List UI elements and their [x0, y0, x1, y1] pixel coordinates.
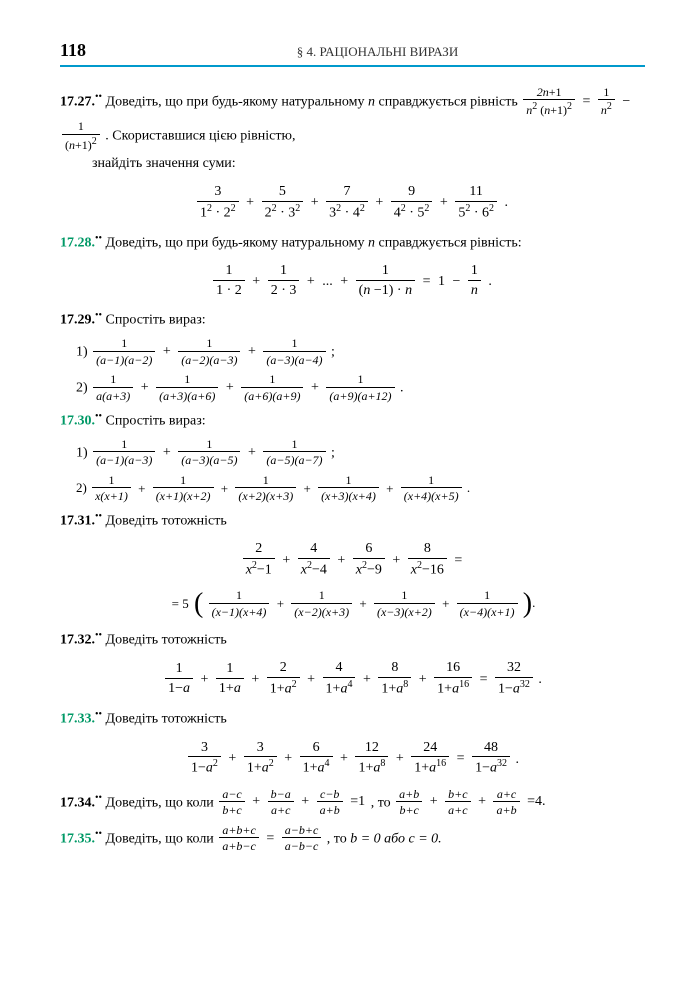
problem-17-34: 17.34.•• Доведіть, що коли a−cb+c + b−aa…: [60, 787, 645, 819]
problem-17-33: 17.33.•• Доведіть тотожність: [60, 707, 645, 731]
equation-17-28: 11 · 2 + 12 · 3 + ... + 1(n −1) · n = 1 …: [60, 263, 645, 300]
problem-17-35: 17.35.•• Доведіть, що коли a+b+ca+b−c = …: [60, 823, 645, 855]
problem-17-27: 17.27.•• Доведіть, що при будь-якому нат…: [60, 85, 645, 176]
equation-17-33: 31−a2 + 31+a2 + 61+a4 + 121+a8 + 241+a16…: [60, 740, 645, 779]
problem-17-28: 17.28.•• Доведіть, що при будь-якому нат…: [60, 231, 645, 255]
equation-17-31-lhs: 2x2−1 + 4x2−4 + 6x2−9 + 8x2−16 =: [60, 541, 645, 580]
problem-number: 17.28.: [60, 235, 95, 250]
problem-number: 17.27.: [60, 94, 95, 109]
problem-17-30: 17.30.•• Спростіть вираз:: [60, 409, 645, 433]
page-container: 118 § 4. РАЦІОНАЛЬНІ ВИРАЗИ 17.27.•• Дов…: [0, 0, 690, 899]
fraction: 2n+1 n2 (n+1)2: [523, 85, 575, 119]
section-title: § 4. РАЦІОНАЛЬНІ ВИРАЗИ: [110, 44, 645, 60]
equation-17-27-sum: 312 · 22 + 522 · 32 + 732 · 42 + 942 · 5…: [60, 184, 645, 223]
item-17-30-1: 1) 1(a−1)(a−3) + 1(a−3)(a−5) + 1(a−5)(a−…: [60, 437, 645, 469]
item-17-29-2: 2) 1a(a+3) + 1(a+3)(a+6) + 1(a+6)(a+9) +…: [60, 372, 645, 404]
problem-17-31: 17.31.•• Доведіть тотожність: [60, 509, 645, 533]
item-17-29-1: 1) 1(a−1)(a−2) + 1(a−2)(a−3) + 1(a−3)(a−…: [60, 336, 645, 368]
problem-17-32: 17.32.•• Доведіть тотожність: [60, 628, 645, 652]
item-17-30-2: 2) 1x(x+1) + 1(x+1)(x+2) + 1(x+2)(x+3) +…: [60, 473, 645, 505]
problem-17-29: 17.29.•• Спростіть вираз:: [60, 308, 645, 332]
page-header: 118 § 4. РАЦІОНАЛЬНІ ВИРАЗИ: [60, 40, 645, 67]
equation-17-32: 11−a + 11+a + 21+a2 + 41+a4 + 81+a8 + 16…: [60, 660, 645, 699]
page-number: 118: [60, 40, 110, 61]
equation-17-31-rhs: = 5 ( 1(x−1)(x+4) + 1(x−2)(x+3) + 1(x−3)…: [60, 588, 645, 620]
